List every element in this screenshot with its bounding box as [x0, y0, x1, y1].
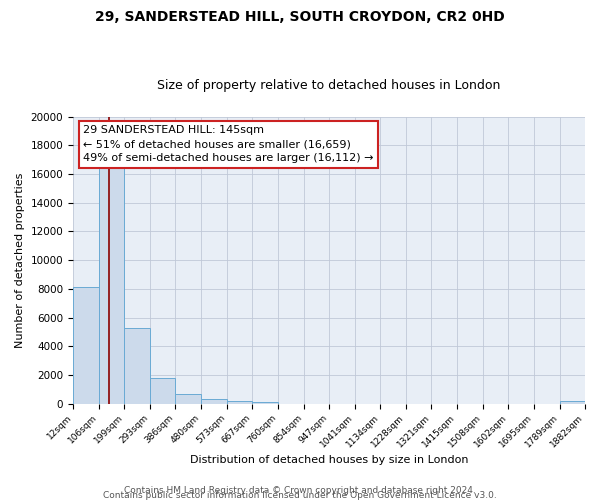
Bar — [150, 378, 175, 404]
Bar — [99, 166, 124, 404]
Bar — [175, 394, 201, 404]
Text: Contains HM Land Registry data © Crown copyright and database right 2024.: Contains HM Land Registry data © Crown c… — [124, 486, 476, 495]
Bar — [73, 288, 99, 404]
Y-axis label: Number of detached properties: Number of detached properties — [15, 172, 25, 348]
Bar — [124, 328, 150, 404]
Text: 29 SANDERSTEAD HILL: 145sqm
← 51% of detached houses are smaller (16,659)
49% of: 29 SANDERSTEAD HILL: 145sqm ← 51% of det… — [83, 126, 374, 164]
Title: Size of property relative to detached houses in London: Size of property relative to detached ho… — [157, 79, 501, 92]
X-axis label: Distribution of detached houses by size in London: Distribution of detached houses by size … — [190, 455, 468, 465]
Bar — [253, 402, 278, 404]
Text: 29, SANDERSTEAD HILL, SOUTH CROYDON, CR2 0HD: 29, SANDERSTEAD HILL, SOUTH CROYDON, CR2… — [95, 10, 505, 24]
Bar — [560, 402, 585, 404]
Bar — [227, 400, 253, 404]
Bar — [201, 400, 227, 404]
Text: Contains public sector information licensed under the Open Government Licence v3: Contains public sector information licen… — [103, 491, 497, 500]
